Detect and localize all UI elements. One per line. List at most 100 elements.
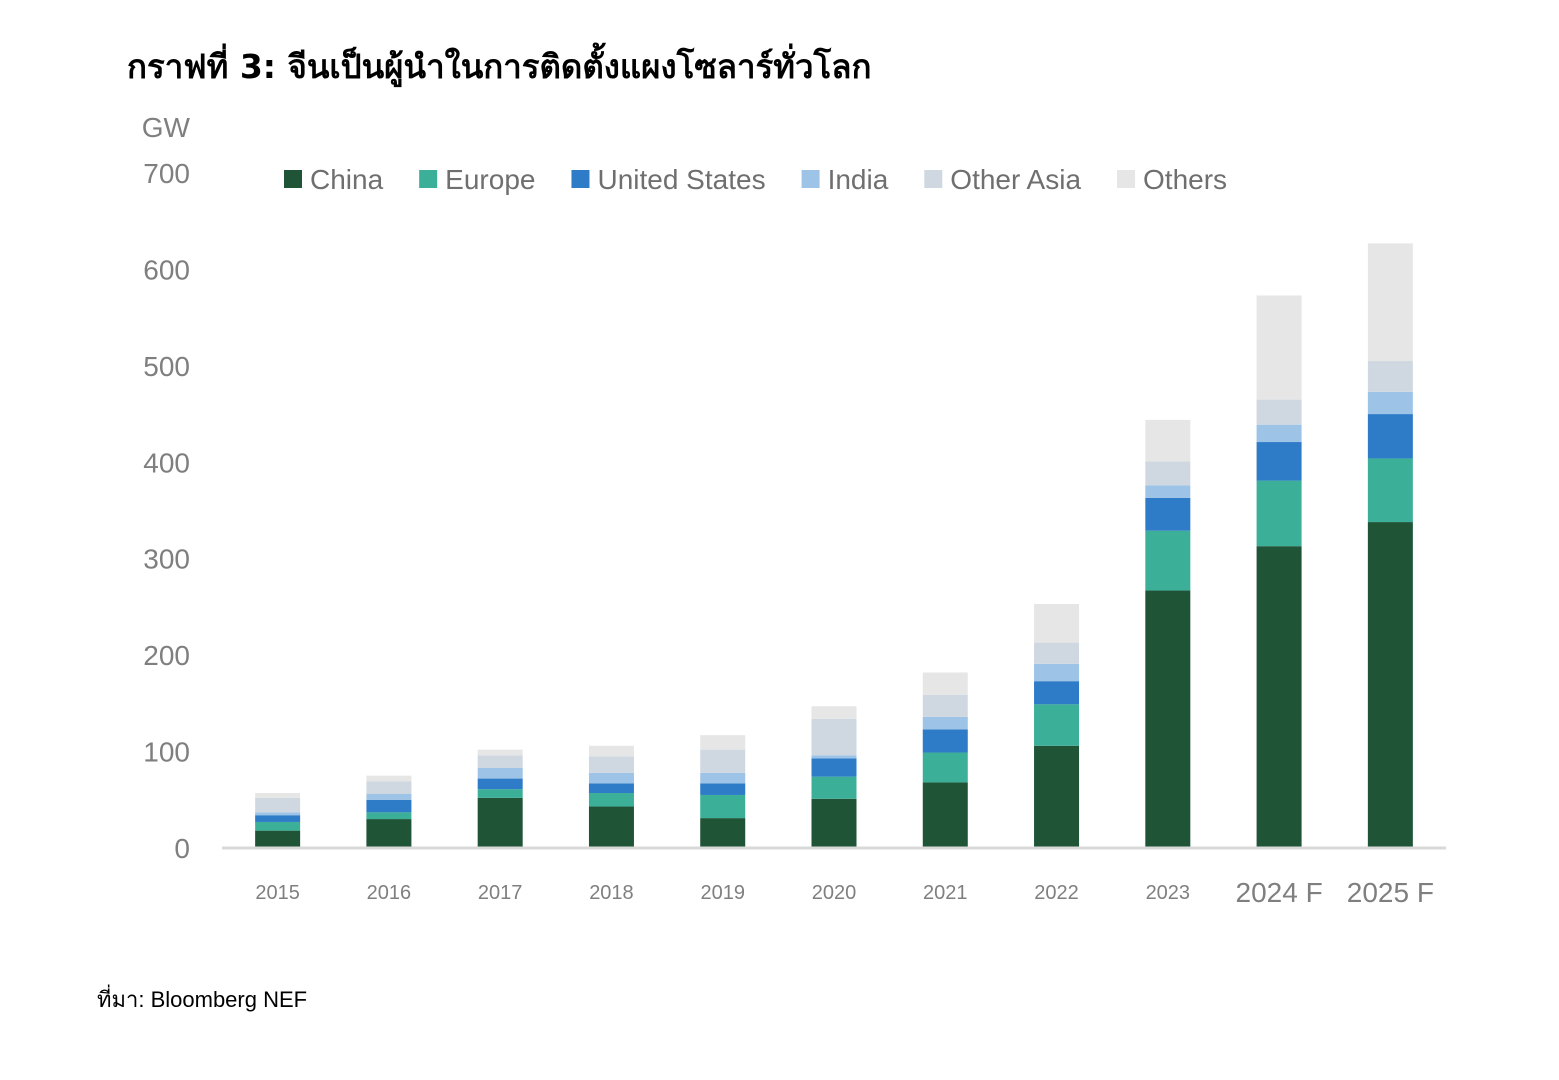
bar-segment-others	[477, 749, 523, 756]
bar-segment-china	[366, 819, 412, 848]
x-tick-label: 2020	[812, 882, 857, 904]
bar-segment-united-states	[255, 815, 301, 822]
x-tick-label: 2019	[700, 882, 745, 904]
legend-label: United States	[597, 164, 765, 195]
bar-segment-united-states	[811, 758, 857, 777]
x-axis-ticks: 2015 2016 2017 2018 2019 2020 2021 2022 2023 2024…	[255, 877, 1434, 908]
bar-segment-other-asia	[1367, 361, 1413, 392]
bar-segment-other-asia	[588, 756, 634, 773]
bar-segment-india	[366, 794, 412, 800]
legend-label: Europe	[445, 164, 535, 195]
bar-segment-united-states	[1145, 497, 1191, 531]
bar-segment-other-asia	[811, 718, 857, 756]
bar-segment-others	[922, 672, 968, 695]
bar-segment-others	[1256, 295, 1302, 400]
bar-segment-others	[1145, 419, 1191, 462]
bar-segment-united-states	[922, 729, 968, 753]
bar-segment-india	[1256, 424, 1302, 443]
chart-title: กราฟที่ 3: จีนเป็นผู้นำในการติดตั้งแผงโซ…	[127, 47, 872, 86]
y-tick-label: 700	[143, 158, 190, 189]
bar-segment-europe	[1256, 480, 1302, 547]
y-tick-label: 500	[143, 351, 190, 382]
bar-segment-other-asia	[477, 755, 523, 768]
y-axis-ticks: 0 100 200 300 400 500 600 700	[143, 158, 190, 864]
bar-segment-others	[1034, 604, 1080, 643]
bar-segment-india	[1034, 663, 1080, 682]
bar-segment-europe	[811, 776, 857, 799]
bar-segment-other-asia	[366, 781, 412, 794]
legend-label: Other Asia	[950, 164, 1081, 195]
y-tick-label: 0	[174, 833, 190, 864]
legend-swatch	[419, 170, 438, 188]
y-tick-label: 200	[143, 640, 190, 671]
bar-segment-china	[477, 797, 523, 848]
bar-segment-europe	[1367, 458, 1413, 523]
bar-segment-europe	[366, 812, 412, 820]
bar-segment-india	[922, 716, 968, 730]
y-tick-label: 600	[143, 254, 190, 285]
bar-segment-china	[1145, 590, 1191, 848]
legend-swatch	[924, 170, 943, 188]
bar-segment-europe	[700, 794, 746, 819]
bar-segment-other-asia	[700, 749, 746, 773]
bar-segment-china	[255, 830, 301, 848]
bar-segment-united-states	[477, 778, 523, 790]
legend-swatch	[284, 170, 302, 188]
bar-segment-china	[811, 798, 857, 848]
x-tick-label: 2018	[589, 882, 634, 904]
y-axis-unit: GW	[142, 112, 191, 143]
bar-segment-united-states	[1256, 442, 1302, 481]
bar-segment-china	[1367, 522, 1413, 848]
x-tick-label: 2024 F	[1236, 877, 1323, 908]
bar-segment-india	[700, 772, 746, 784]
bar-segment-india	[588, 772, 634, 784]
bar-segment-china	[588, 806, 634, 848]
legend: China Europe United States India Other Asia O…	[284, 164, 1227, 195]
bar-segment-europe	[255, 821, 301, 831]
bar-segment-other-asia	[1034, 642, 1080, 664]
bar-segment-other-asia	[1145, 461, 1191, 486]
bar-segment-other-asia	[255, 797, 301, 813]
bar-segment-india	[1367, 391, 1413, 415]
bar-segment-others	[700, 735, 746, 750]
y-axis-unit-label: GW	[142, 112, 191, 143]
y-tick-label: 300	[143, 544, 190, 575]
bar-segment-united-states	[1034, 681, 1080, 705]
legend-label: China	[310, 164, 384, 195]
bar-segment-europe	[1034, 704, 1080, 746]
source-note: ที่มา: Bloomberg NEF	[97, 987, 308, 1012]
bar-segment-europe	[477, 789, 523, 798]
bar-segment-united-states	[366, 799, 412, 813]
bar-segment-others	[255, 793, 301, 798]
bar-segment-united-states	[1367, 414, 1413, 459]
bar-segment-europe	[1145, 530, 1191, 591]
bar-segment-china	[700, 818, 746, 848]
y-tick-label: 100	[143, 737, 190, 768]
bar-segment-europe	[588, 793, 634, 807]
x-tick-label: 2023	[1146, 882, 1191, 904]
x-tick-label: 2021	[923, 882, 968, 904]
bars	[255, 243, 1413, 848]
bar-segment-china	[1034, 745, 1080, 848]
bar-segment-others	[366, 775, 412, 782]
bar-segment-india	[477, 767, 523, 779]
bar-segment-china	[922, 782, 968, 848]
x-tick-label: 2017	[478, 882, 523, 904]
bar-segment-united-states	[588, 783, 634, 794]
legend-label: India	[828, 164, 889, 195]
x-tick-label: 2016	[367, 882, 412, 904]
legend-label: Others	[1143, 164, 1227, 195]
bar-segment-india	[255, 812, 301, 816]
legend-swatch	[1117, 170, 1136, 188]
y-tick-label: 400	[143, 447, 190, 478]
bar-segment-other-asia	[922, 694, 968, 717]
bar-segment-europe	[922, 752, 968, 783]
bar-segment-china	[1256, 546, 1302, 848]
bar-segment-others	[588, 745, 634, 757]
bar-segment-india	[1145, 485, 1191, 498]
bar-segment-india	[811, 755, 857, 759]
x-tick-label: 2022	[1034, 882, 1079, 904]
legend-swatch	[571, 170, 590, 188]
x-tick-label: 2015	[255, 882, 300, 904]
